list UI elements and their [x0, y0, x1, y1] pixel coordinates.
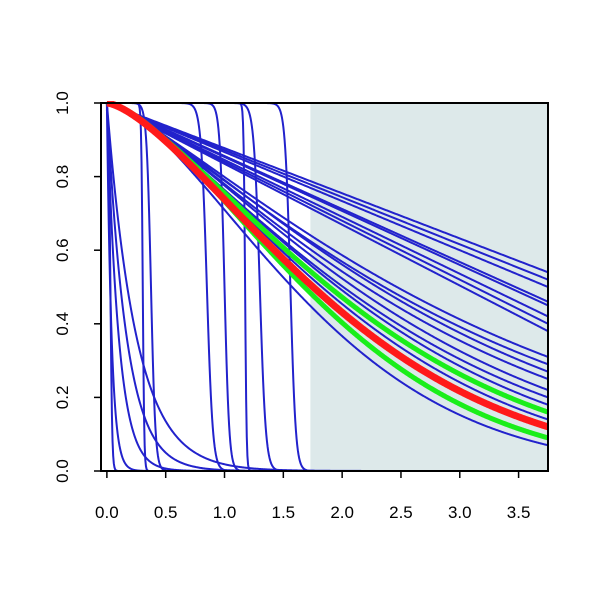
series-line-blue-3 — [106, 102, 548, 288]
x-tick-label-1: 0.5 — [154, 503, 178, 522]
y-tick-label-2: 0.4 — [53, 312, 72, 336]
x-tick-label-4: 2.0 — [330, 503, 354, 522]
series-line-red-1 — [104, 101, 548, 431]
y-tick-label-3: 0.6 — [53, 238, 72, 262]
x-tick-label-6: 3.0 — [448, 503, 472, 522]
series-line-blue-11 — [106, 102, 548, 373]
series-line-blue-1 — [106, 102, 548, 274]
plot-frame — [100, 102, 549, 472]
series-line-blue-6 — [106, 102, 548, 318]
x-tick-label-7: 3.5 — [507, 503, 531, 522]
x-tick-label-5: 2.5 — [389, 503, 413, 522]
series-line-blue-7 — [106, 102, 548, 325]
x-tick-label-2: 1.0 — [213, 503, 237, 522]
series-line-blue-8 — [106, 102, 548, 333]
series-line-blue-5 — [106, 102, 548, 307]
y-tick-label-1: 0.2 — [53, 386, 72, 410]
x-tick-label-3: 1.5 — [272, 503, 296, 522]
y-tick-label-0: 0.0 — [53, 459, 72, 483]
y-tick-label-4: 0.8 — [53, 165, 72, 189]
series-line-blue-2 — [106, 102, 548, 281]
x-tick-label-0: 0.0 — [95, 503, 119, 522]
y-tick-label-5: 1.0 — [53, 91, 72, 115]
